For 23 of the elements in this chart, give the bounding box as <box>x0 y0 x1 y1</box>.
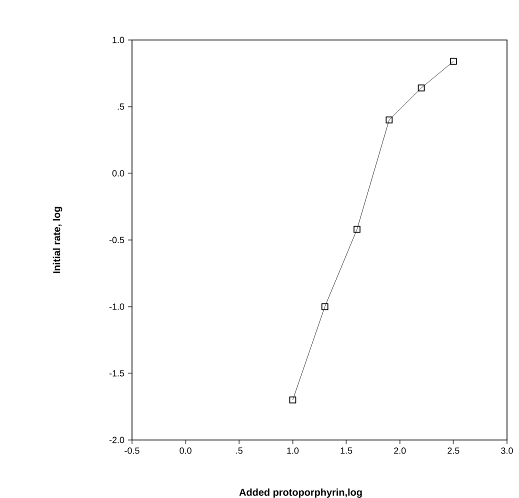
x-tick-label: -0.5 <box>124 448 140 454</box>
x-tick-label: 1.5 <box>340 448 352 454</box>
point <box>321 303 328 310</box>
x-tick-label: 2.0 <box>394 448 406 454</box>
x-axis-title: Added protoporphyrin,log <box>239 488 362 498</box>
point <box>450 58 457 65</box>
y-tick-label: 0.0 <box>112 170 124 176</box>
point <box>354 226 360 233</box>
y-tick-label: -0.5 <box>109 236 124 244</box>
y-tick-label: -2.0 <box>109 436 124 444</box>
y-tick-label: 1.0 <box>112 36 124 44</box>
y-tick-label: -1.0 <box>109 303 124 310</box>
y-tick-label: -1.5 <box>109 370 124 376</box>
x-tick-label: 3.0 <box>501 448 513 454</box>
x-tick-label: .5 <box>236 448 243 454</box>
x-tick-label: 2.5 <box>448 448 460 454</box>
x-tick-label: 0.0 <box>180 448 192 454</box>
x-tick-label: 1.0 <box>287 448 299 454</box>
y-axis-title: Initial rate, log <box>52 206 62 274</box>
point <box>418 84 425 92</box>
y-tick-label: .5 <box>118 104 124 110</box>
point <box>386 116 393 124</box>
point <box>289 396 296 404</box>
